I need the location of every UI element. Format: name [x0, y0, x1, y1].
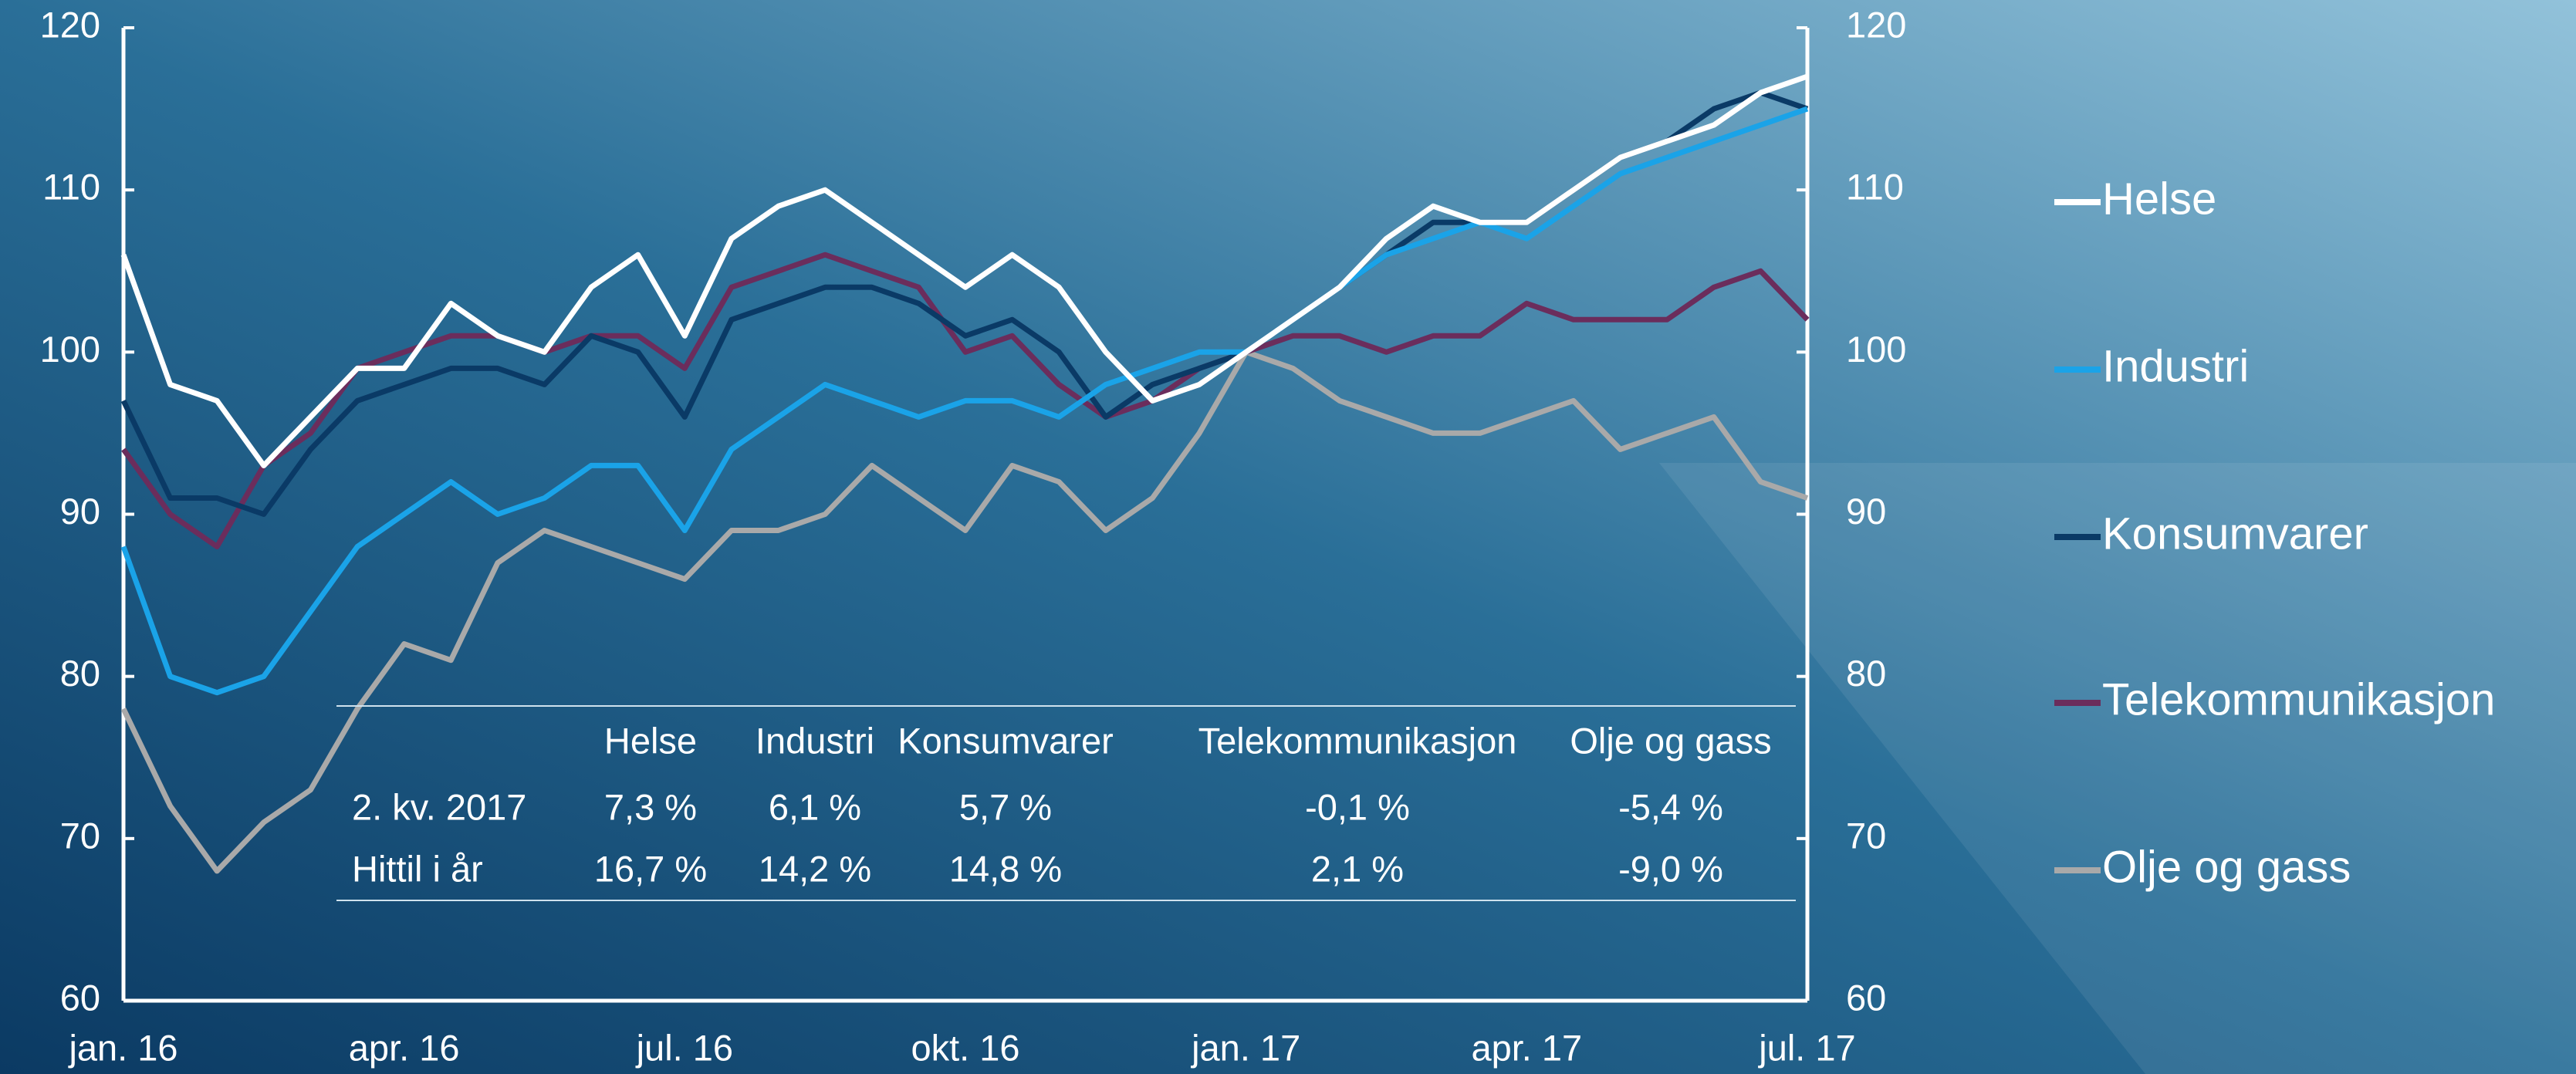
y-tick-label: 100 [40, 329, 100, 370]
table-header: Konsumvarer [898, 720, 1114, 761]
table-header: Helse [604, 720, 697, 761]
y2-tick-label: 80 [1846, 653, 1886, 694]
table-cell: 2,1 % [1311, 848, 1404, 889]
series-line [120, 106, 1809, 696]
y-tick-label: 70 [60, 815, 100, 856]
legend-label: Telekommunikasjon [2102, 674, 2495, 724]
y2-tick-label: 120 [1846, 4, 1906, 45]
table-cell: 16,7 % [594, 848, 707, 889]
table-header: Telekommunikasjon [1198, 720, 1517, 761]
table-cell: 6,1 % [769, 786, 861, 827]
x-tick-label: jul. 17 [1757, 1027, 1855, 1068]
table-cell: 7,3 % [604, 786, 697, 827]
y-tick-label: 120 [40, 4, 100, 45]
legend-label: Helse [2102, 174, 2216, 224]
series-line [120, 349, 1809, 874]
series-line [120, 73, 1809, 468]
y-tick-label: 80 [60, 653, 100, 694]
y2-tick-label: 60 [1846, 977, 1886, 1018]
y-tick-label: 110 [42, 167, 100, 208]
table-cell: 5,7 % [959, 786, 1052, 827]
table-cell: 14,2 % [759, 848, 871, 889]
background-shape [1659, 463, 2576, 1074]
y-tick-label: 90 [60, 491, 100, 532]
table-cell: 14,8 % [949, 848, 1062, 889]
y2-tick-label: 110 [1846, 167, 1904, 208]
table-row-label: 2. kv. 2017 [352, 786, 526, 827]
table-header: Olje og gass [1570, 720, 1771, 761]
x-tick-label: okt. 16 [911, 1027, 1019, 1068]
table-cell: -5,4 % [1618, 786, 1723, 827]
y2-tick-label: 90 [1846, 491, 1886, 532]
x-tick-label: jan. 17 [1190, 1027, 1300, 1068]
x-tick-label: jul. 16 [635, 1027, 733, 1068]
x-tick-label: apr. 16 [349, 1027, 460, 1068]
y2-tick-label: 100 [1846, 329, 1906, 370]
legend-label: Konsumvarer [2102, 508, 2368, 559]
table-row-label: Hittil i år [352, 848, 483, 889]
series-line [121, 252, 1810, 549]
y-tick-label: 60 [60, 977, 100, 1018]
y2-tick-label: 70 [1846, 815, 1886, 856]
x-tick-label: jan. 16 [67, 1027, 177, 1068]
table-header: Industri [756, 720, 874, 761]
table-cell: -0,1 % [1305, 786, 1410, 827]
legend-label: Olje og gass [2102, 842, 2351, 892]
x-tick-label: apr. 17 [1471, 1027, 1582, 1068]
legend-label: Industri [2102, 341, 2249, 391]
table-cell: -9,0 % [1618, 848, 1723, 889]
